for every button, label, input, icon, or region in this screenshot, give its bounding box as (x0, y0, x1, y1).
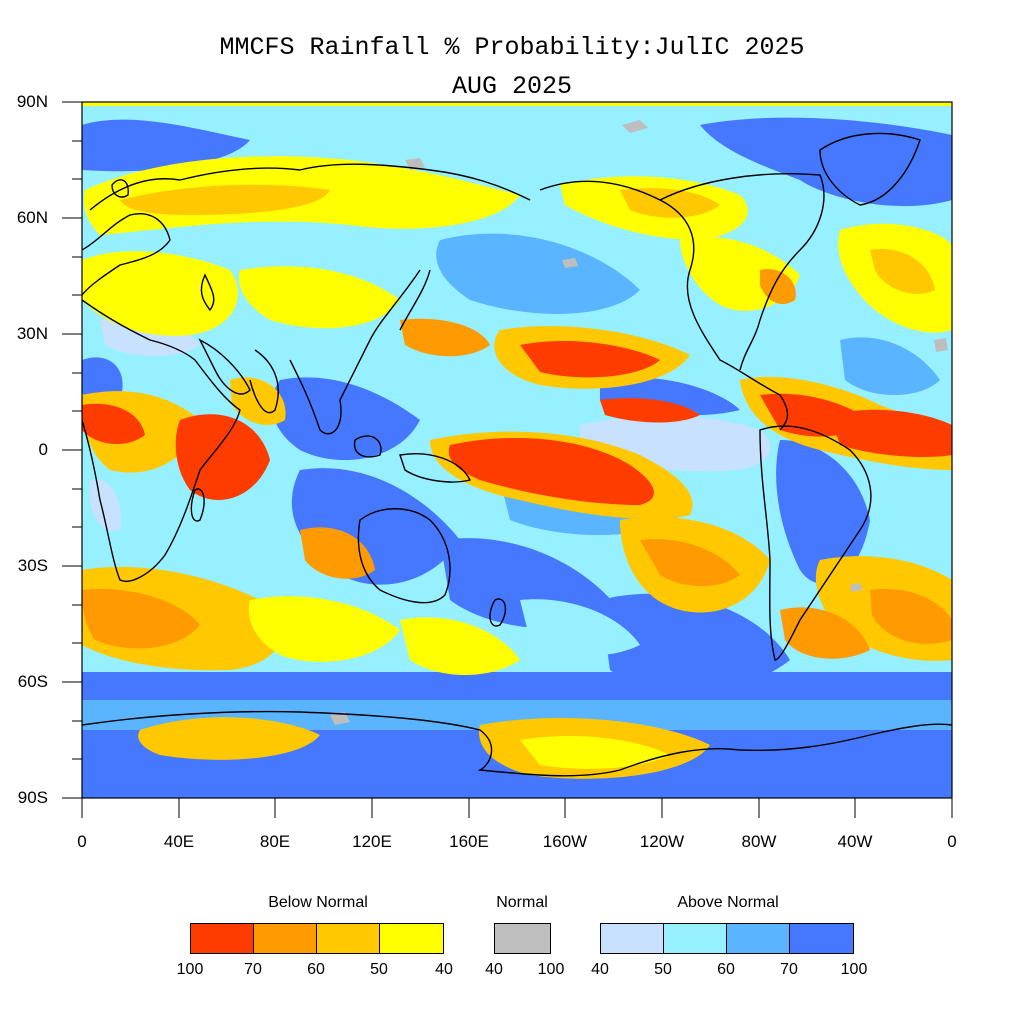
x-label-0-east: 0 (947, 832, 957, 851)
y-label-90n: 90N (16, 92, 48, 111)
legend-below-label: 40 (435, 961, 453, 978)
map-title: MMCFS Rainfall % Probability:JulIC 2025 (219, 33, 805, 62)
legend-normal-label: 100 (537, 961, 565, 978)
x-label-120w: 120W (639, 832, 685, 851)
legend-above-label: 40 (591, 961, 609, 978)
legend-below-swatch-2 (253, 923, 317, 954)
y-label-90s: 90S (17, 788, 48, 807)
legend-below-label: 50 (370, 961, 388, 978)
legend-above-label: 50 (654, 961, 672, 978)
y-label-0: 0 (38, 440, 48, 459)
x-label-120e: 120E (352, 832, 392, 851)
legend-above-swatch-3 (726, 923, 790, 954)
legend-normal-title: Normal (496, 894, 548, 911)
legend-below-label: 60 (307, 961, 325, 978)
y-axis-ticks (62, 101, 82, 799)
x-label-40e: 40E (163, 832, 195, 851)
legend-above-label: 70 (780, 961, 798, 978)
coastlines (82, 132, 952, 777)
y-label-30s: 30S (17, 556, 48, 575)
legend-below-label: 100 (176, 961, 204, 978)
x-label-40w: 40W (837, 832, 873, 851)
legend-above-title: Above Normal (677, 894, 779, 911)
legend-below-swatch-3 (316, 923, 380, 954)
legend-normal-label: 40 (485, 961, 503, 978)
x-label-160e: 160E (449, 832, 489, 851)
legend-below-swatch-1 (190, 923, 254, 954)
legend-normal-swatch (494, 923, 551, 954)
y-label-60n: 60N (16, 208, 48, 227)
x-label-0: 0 (77, 832, 87, 851)
x-label-80w: 80W (741, 832, 777, 851)
legend-above-swatch-4 (789, 923, 854, 954)
legend-below-label: 70 (244, 961, 262, 978)
legend-above-swatch-2 (663, 923, 727, 954)
legend-above-label: 60 (717, 961, 735, 978)
probability-field (82, 102, 952, 798)
legend-above-swatch-1 (600, 923, 664, 954)
legend-below-title: Below Normal (268, 894, 368, 911)
legend-below-swatch-4 (379, 923, 444, 954)
x-label-80e: 80E (259, 832, 291, 851)
y-label-60s: 60S (17, 672, 48, 691)
y-label-30n: 30N (16, 324, 48, 343)
x-axis-ticks (81, 798, 953, 818)
map-subtitle: AUG 2025 (451, 72, 573, 101)
x-label-160w: 160W (542, 832, 588, 851)
legend-above-label: 100 (840, 961, 868, 978)
